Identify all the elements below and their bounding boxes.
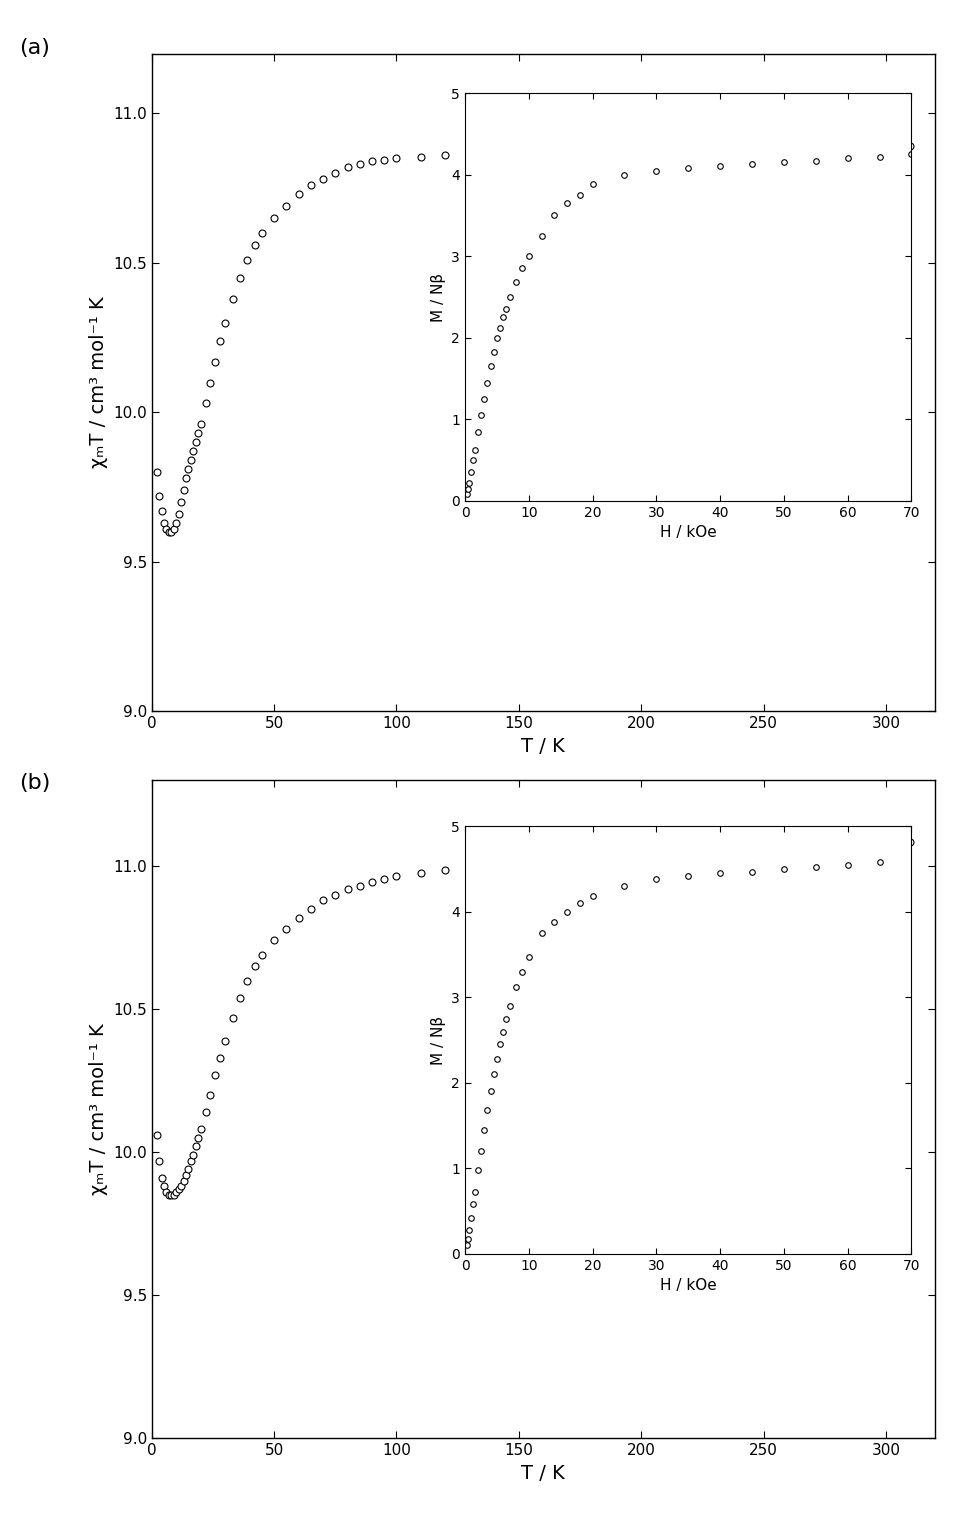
X-axis label: T / K: T / K — [521, 1464, 564, 1483]
Y-axis label: χₘT / cm³ mol⁻¹ K: χₘT / cm³ mol⁻¹ K — [88, 1024, 108, 1195]
Text: (b): (b) — [20, 773, 51, 793]
Text: (a): (a) — [20, 38, 51, 58]
Y-axis label: χₘT / cm³ mol⁻¹ K: χₘT / cm³ mol⁻¹ K — [88, 297, 108, 468]
X-axis label: T / K: T / K — [521, 737, 564, 756]
